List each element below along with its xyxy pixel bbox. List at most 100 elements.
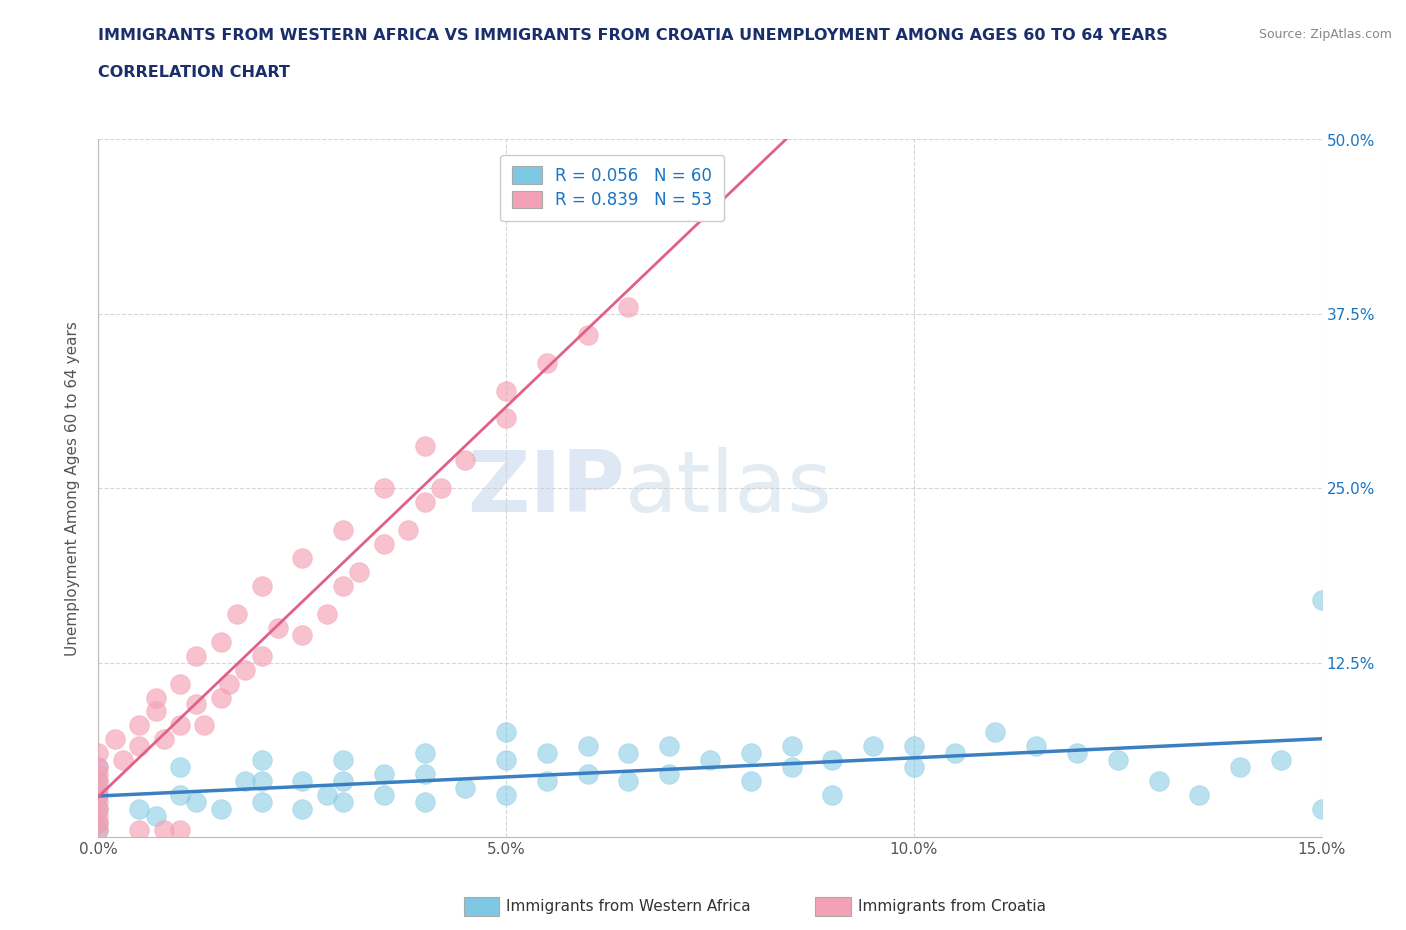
Point [87, 746, 110, 761]
Point [87, 809, 110, 824]
Point [332, 794, 354, 809]
Point [267, 620, 290, 635]
Point [87, 766, 110, 781]
Point [332, 753, 354, 768]
Point [209, 634, 232, 649]
Point [984, 725, 1007, 740]
Point [373, 766, 395, 781]
Point [495, 383, 517, 398]
Point [1147, 774, 1170, 789]
Point [169, 788, 191, 803]
Point [145, 809, 167, 824]
Point [1270, 753, 1292, 768]
Point [903, 738, 925, 753]
Text: ZIP: ZIP [467, 446, 624, 530]
Point [821, 788, 844, 803]
Point [413, 746, 436, 761]
Point [291, 551, 314, 565]
Text: Immigrants from Western Africa: Immigrants from Western Africa [506, 899, 751, 914]
Point [780, 738, 803, 753]
Point [250, 648, 273, 663]
Point [413, 439, 436, 454]
Point [576, 327, 599, 342]
Text: Immigrants from Croatia: Immigrants from Croatia [858, 899, 1046, 914]
Point [169, 718, 191, 733]
Point [658, 738, 681, 753]
Point [430, 481, 453, 496]
Point [87, 794, 110, 809]
Point [821, 753, 844, 768]
Text: Source: ZipAtlas.com: Source: ZipAtlas.com [1258, 28, 1392, 41]
Text: IMMIGRANTS FROM WESTERN AFRICA VS IMMIGRANTS FROM CROATIA UNEMPLOYMENT AMONG AGE: IMMIGRANTS FROM WESTERN AFRICA VS IMMIGR… [98, 28, 1168, 43]
Point [332, 774, 354, 789]
Point [373, 481, 395, 496]
Point [396, 523, 419, 538]
Point [1310, 592, 1333, 607]
Point [536, 746, 558, 761]
Point [291, 774, 314, 789]
Point [1229, 760, 1251, 775]
Point [186, 648, 208, 663]
Point [495, 788, 517, 803]
Point [87, 802, 110, 817]
Point [87, 760, 110, 775]
Point [186, 698, 208, 712]
Point [250, 794, 273, 809]
Point [315, 606, 337, 621]
Point [332, 523, 354, 538]
Text: CORRELATION CHART: CORRELATION CHART [98, 65, 290, 80]
Point [87, 781, 110, 796]
Point [291, 628, 314, 643]
Point [862, 738, 884, 753]
Point [87, 788, 110, 803]
Point [373, 788, 395, 803]
Point [169, 676, 191, 691]
Point [780, 760, 803, 775]
Point [413, 794, 436, 809]
Point [1188, 788, 1211, 803]
Point [87, 788, 110, 803]
Point [495, 411, 517, 426]
Point [87, 774, 110, 789]
Point [250, 578, 273, 593]
Point [903, 760, 925, 775]
Point [250, 774, 273, 789]
Text: atlas: atlas [624, 446, 832, 530]
Point [152, 823, 174, 838]
Point [87, 823, 110, 838]
Point [740, 746, 762, 761]
Point [169, 823, 191, 838]
Point [373, 537, 395, 551]
Point [454, 781, 477, 796]
Point [152, 732, 174, 747]
Legend: R = 0.056   N = 60, R = 0.839   N = 53: R = 0.056 N = 60, R = 0.839 N = 53 [501, 154, 724, 221]
Point [87, 802, 110, 817]
Point [87, 823, 110, 838]
Point [617, 299, 640, 314]
Y-axis label: Unemployment Among Ages 60 to 64 years: Unemployment Among Ages 60 to 64 years [65, 321, 80, 656]
Point [209, 802, 232, 817]
Point [87, 816, 110, 830]
Point [128, 823, 150, 838]
Point [536, 355, 558, 370]
Point [291, 802, 314, 817]
Point [128, 802, 150, 817]
Point [315, 788, 337, 803]
Point [740, 774, 762, 789]
Point [128, 718, 150, 733]
Point [658, 766, 681, 781]
Point [145, 704, 167, 719]
Point [495, 725, 517, 740]
Point [87, 774, 110, 789]
Point [332, 578, 354, 593]
Point [454, 453, 477, 468]
Point [104, 732, 127, 747]
Point [699, 753, 721, 768]
Point [1310, 802, 1333, 817]
Point [617, 774, 640, 789]
Point [495, 753, 517, 768]
Point [536, 774, 558, 789]
Point [226, 606, 249, 621]
Point [1066, 746, 1088, 761]
Point [87, 816, 110, 830]
